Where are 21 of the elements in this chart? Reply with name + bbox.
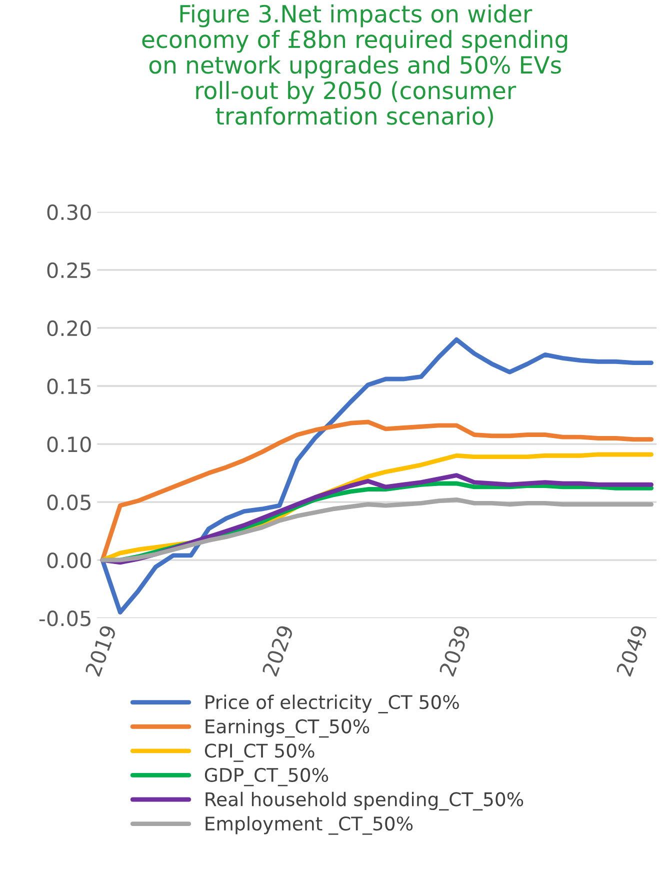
x-tick-label: 2049 (616, 624, 648, 677)
y-tick-label: 0.30 (47, 204, 91, 220)
x-tick-label: 2029 (262, 624, 294, 677)
line-series (100, 420, 654, 562)
chart-title: Figure 3.Net impacts on wider economy of £8bn required spending on network upgrades and 50% EVs roll-out by 2050 (consumer tranformation scenario) (142, 4, 568, 128)
legend-label: GDP_CT_50% (204, 768, 328, 786)
line-series (100, 337, 654, 615)
y-tick-label: 0.15 (47, 378, 90, 394)
line-series (100, 498, 654, 562)
legend-label: Real household spending_CT_50% (206, 792, 524, 810)
y-tick-label: 0.25 (47, 262, 90, 278)
legend-label: Employment _CT_50% (206, 816, 413, 835)
y-tick-label: 0.05 (47, 494, 90, 510)
legend-label: Price of electricity _CT 50% (206, 694, 459, 714)
y-tick-label: 0.10 (47, 436, 91, 452)
y-tick-label: -0.05 (39, 610, 90, 626)
y-tick-label: 0.20 (47, 320, 91, 336)
y-tick-label: 0.00 (47, 552, 91, 568)
legend-label: CPI_CT 50% (204, 744, 314, 762)
legend-label: Earnings_CT_50% (206, 718, 370, 738)
x-tick-label: 2039 (438, 624, 471, 677)
